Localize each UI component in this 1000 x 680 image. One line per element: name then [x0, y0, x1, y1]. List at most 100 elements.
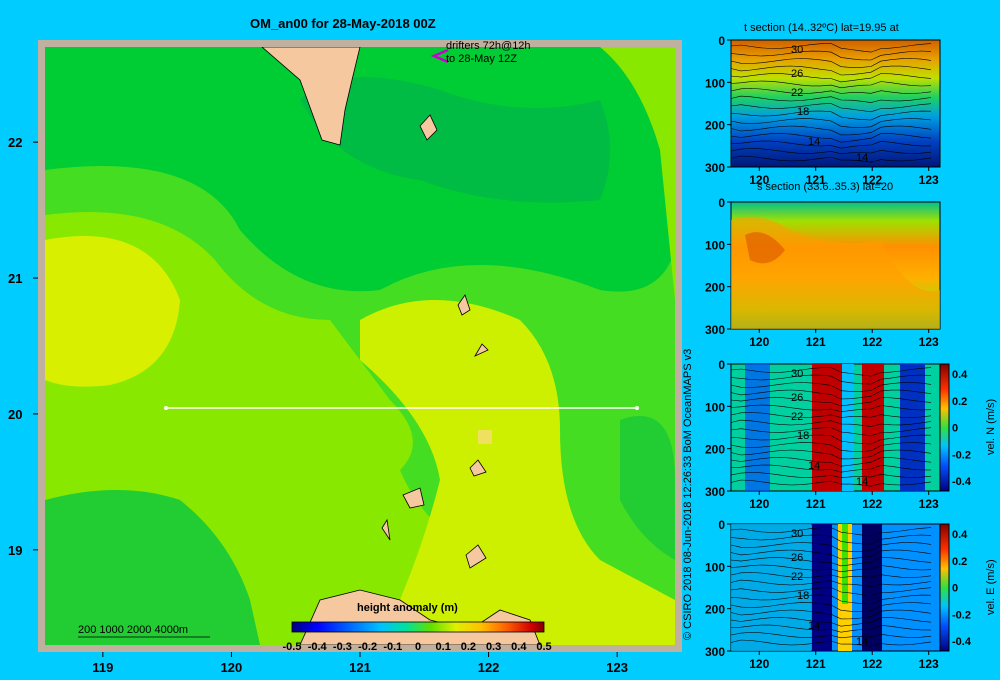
panel-x-tick-label: 121	[806, 335, 826, 349]
isotherm-line	[730, 464, 931, 473]
contour-label: 14	[856, 476, 868, 488]
credit-text: © CSIRO 2018 08-Jun-2018 12:26:33 BoM Oc…	[682, 348, 694, 640]
panel-x-tick-label: 122	[862, 335, 882, 349]
panel-y-tick-label: 100	[705, 76, 725, 90]
vel-colorbar-tick-label: 0	[952, 583, 958, 595]
panel-x-tick-label: 122	[862, 497, 882, 511]
panel-x-tick-label: 121	[806, 657, 826, 671]
panel-x-tick-label: 123	[919, 173, 939, 187]
panel-x-tick-label: 120	[749, 657, 769, 671]
isotherm-line	[730, 587, 932, 597]
isotherm-line	[730, 557, 932, 567]
colorbar-tick-label: 0.3	[486, 641, 501, 653]
isotherm-line	[730, 639, 932, 647]
depth-legend: 200 1000 2000 4000m	[78, 624, 189, 636]
contour-label: 22	[791, 87, 803, 99]
panel-y-tick-label: 300	[705, 485, 725, 499]
vel-colorbar-tick-label: -0.4	[952, 636, 972, 648]
contour-label: 30	[791, 528, 803, 540]
isotherm-line	[730, 155, 932, 163]
panel-x-tick-label: 120	[749, 497, 769, 511]
isotherm-line	[730, 125, 932, 136]
isotherm-line	[730, 527, 932, 537]
isotherm-line	[730, 472, 932, 479]
colorbar-tick-label: -0.2	[358, 641, 377, 653]
panel-y-tick-label: 0	[718, 518, 725, 532]
vel-colorbar-tick-label: 0.4	[952, 369, 968, 381]
contour-label: 26	[791, 392, 803, 404]
panel-x-tick-label: 123	[919, 497, 939, 511]
isotherm-line	[730, 88, 932, 94]
contour-label: 14	[808, 620, 820, 632]
contour-label: 30	[791, 44, 803, 56]
isotherm-line	[730, 579, 932, 587]
isotherm-line	[730, 50, 932, 61]
contour-label: 26	[791, 68, 803, 80]
map-x-tick-label: 122	[478, 660, 500, 675]
panel-y-tick-label: 0	[718, 34, 725, 48]
main-title: OM_an00 for 28-May-2018 00Z	[250, 16, 436, 31]
temperature-section	[730, 39, 941, 168]
isotherm-line	[730, 632, 932, 639]
drifter-note-1: drifters 72h@12h	[446, 40, 531, 52]
isotherm-line	[730, 389, 932, 400]
drifter-note-2: to 28-May 12Z	[446, 53, 517, 65]
contour-label: 14	[856, 152, 868, 164]
panel-y-tick-label: 200	[705, 603, 725, 617]
isotherm-line	[730, 442, 932, 452]
panel-y-tick-label: 100	[705, 400, 725, 414]
isotherm-line	[730, 397, 932, 407]
panel-y-tick-label: 300	[705, 645, 725, 659]
isotherm-line	[730, 542, 932, 552]
isotherm-line	[730, 457, 932, 467]
colorbar-label: height anomaly (m)	[357, 602, 458, 614]
panel-y-tick-label: 200	[705, 119, 725, 133]
luzon-land	[299, 589, 541, 645]
isotherm-line	[730, 602, 932, 612]
isotherm-line	[730, 43, 932, 53]
isotherm-line	[730, 374, 932, 385]
contour-label: 18	[797, 590, 809, 602]
isotherm-line	[730, 534, 932, 545]
map-frame	[38, 40, 682, 652]
panel-x-tick-label: 122	[862, 657, 882, 671]
isotherm-line	[730, 617, 932, 627]
colorbar-tick-label: 0.5	[536, 641, 551, 653]
isotherm-line	[730, 80, 932, 89]
panel-y-tick-label: 300	[705, 161, 725, 175]
panel-y-tick-label: 0	[718, 196, 725, 210]
map-y-tick-label: 20	[8, 407, 22, 422]
s-section-title: s section (33.6..35.3) lat=20	[757, 181, 894, 193]
taiwan-land	[261, 47, 361, 146]
contour-label: 14	[856, 636, 868, 648]
vel-colorbar-tick-label: 0.2	[952, 396, 967, 408]
map-y-tick-label: 19	[8, 543, 22, 558]
map-x-tick-label: 120	[221, 660, 243, 675]
colorbar-tick-label: 0.4	[511, 641, 527, 653]
isotherm-line	[730, 624, 931, 633]
t-section-title: t section (14..32ºC) lat=19.95 at	[744, 22, 899, 34]
colorbar-tick-label: -0.3	[333, 641, 352, 653]
vel-colorbar-tick-label: 0.4	[952, 529, 968, 541]
isotherm-line	[730, 479, 932, 487]
vel-colorbar-tick-label: 0.2	[952, 556, 967, 568]
contour-label: 14	[808, 136, 820, 148]
panel-y-tick-label: 100	[705, 238, 725, 252]
isotherm-line	[730, 367, 932, 377]
colorbar-tick-label: -0.1	[383, 641, 402, 653]
isotherm-line	[730, 103, 932, 113]
vel-colorbar-tick-label: -0.2	[952, 609, 971, 621]
isotherm-line	[730, 118, 932, 128]
isotherm-line	[730, 594, 932, 605]
salinity-section	[730, 201, 941, 330]
panel-y-tick-label: 0	[718, 358, 725, 372]
isotherm-line	[730, 549, 932, 560]
panel-x-tick-label: 120	[749, 335, 769, 349]
isotherm-line	[730, 434, 932, 445]
vel-n-label: vel. N (m/s)	[985, 398, 997, 455]
colorbar-tick-label: 0	[415, 641, 421, 653]
isotherm-line	[730, 133, 932, 143]
map-x-tick-label: 121	[349, 660, 371, 675]
isotherm-line	[730, 449, 932, 460]
